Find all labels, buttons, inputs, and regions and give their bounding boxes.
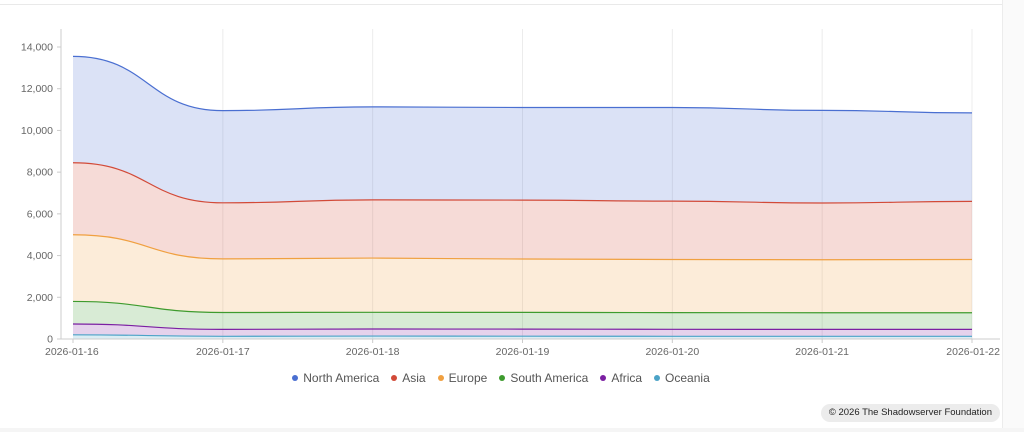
legend-dot-icon <box>391 375 398 381</box>
legend-dot-icon <box>499 375 506 381</box>
legend-item-asia[interactable]: Asia <box>391 371 426 385</box>
x-tick-label: 2026-01-22 <box>946 346 1000 358</box>
y-tick-label: 4,000 <box>27 250 53 262</box>
legend-label: Africa <box>611 371 643 385</box>
line-oceania <box>72 334 972 337</box>
y-tick-label: 14,000 <box>21 42 53 54</box>
legend-item-north-america[interactable]: North America <box>292 371 379 385</box>
legend-label: Oceania <box>665 371 710 385</box>
x-tick-label: 2026-01-21 <box>795 346 849 358</box>
y-tick-label: 2,000 <box>27 292 53 304</box>
area-europe <box>73 234 972 313</box>
grid-lines <box>222 29 973 339</box>
line-asia <box>72 162 973 204</box>
series-lines <box>72 55 973 337</box>
line-africa <box>72 323 972 331</box>
area-asia <box>73 162 972 260</box>
legend-dot-icon <box>600 375 607 381</box>
legend-label: North America <box>303 371 380 385</box>
y-tick-label: 8,000 <box>27 167 53 179</box>
chart-legend: North America Asia Europe South America … <box>0 368 1002 388</box>
legend-item-south-america[interactable]: South America <box>499 371 588 385</box>
legend-label: South America <box>510 371 589 385</box>
y-tick-label: 0 <box>47 334 53 346</box>
page-bottom-margin <box>0 428 1024 432</box>
line-europe <box>72 234 973 261</box>
page-top-border <box>0 0 1002 5</box>
area-africa <box>73 323 972 337</box>
area-oceania <box>73 334 972 339</box>
y-tick-label: 10,000 <box>21 125 53 137</box>
legend-dot-icon <box>292 375 299 381</box>
x-tick-label: 2026-01-18 <box>346 346 400 358</box>
legend-dot-icon <box>654 375 661 381</box>
page-right-margin <box>1002 0 1024 432</box>
line-north-america <box>72 55 973 114</box>
legend-label: Europe <box>448 371 488 385</box>
area-series <box>73 56 972 339</box>
legend-item-africa[interactable]: Africa <box>600 371 642 385</box>
x-tick-label: 2026-01-19 <box>496 346 550 358</box>
axes: 0 2,000 4,000 6,000 8,000 10,000 12,000 14,000 2… <box>21 29 1000 358</box>
legend-label: Asia <box>402 371 426 385</box>
copyright-badge: © 2026 The Shadowserver Foundation <box>820 404 1000 422</box>
y-tick-label: 12,000 <box>21 83 53 95</box>
area-north-america <box>73 56 972 204</box>
legend-item-oceania[interactable]: Oceania <box>654 371 710 385</box>
area-south-america <box>73 301 972 330</box>
stacked-area-chart: 0 2,000 4,000 6,000 8,000 10,000 12,000 14,000 2… <box>21 29 1000 358</box>
x-tick-label: 2026-01-16 <box>45 346 99 358</box>
legend-dot-icon <box>437 375 444 381</box>
x-tick-label: 2026-01-20 <box>645 346 699 358</box>
x-tick-label: 2026-01-17 <box>196 346 250 358</box>
line-south-america <box>72 300 972 314</box>
y-tick-label: 6,000 <box>27 208 53 220</box>
legend-item-europe[interactable]: Europe <box>437 371 488 385</box>
